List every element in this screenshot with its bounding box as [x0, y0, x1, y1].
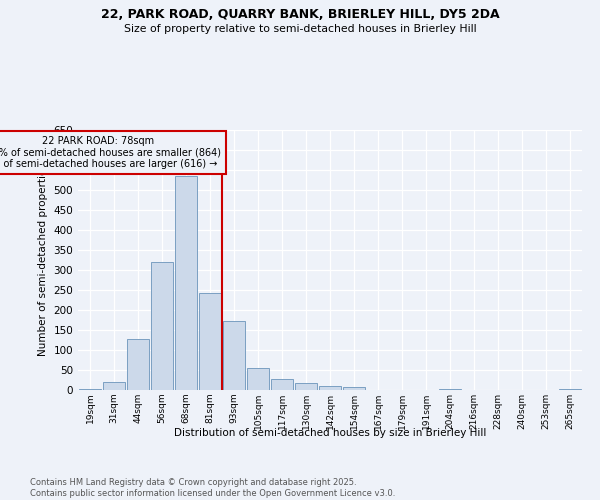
Y-axis label: Number of semi-detached properties: Number of semi-detached properties [38, 164, 48, 356]
Bar [343, 387, 365, 390]
Bar [271, 379, 293, 390]
Bar [103, 382, 125, 390]
Bar [295, 383, 317, 390]
Text: Contains HM Land Registry data © Crown copyright and database right 2025.
Contai: Contains HM Land Registry data © Crown c… [30, 478, 395, 498]
Text: 22 PARK ROAD: 78sqm
← 57% of semi-detached houses are smaller (864)
41% of semi-: 22 PARK ROAD: 78sqm ← 57% of semi-detach… [0, 136, 221, 169]
Text: Distribution of semi-detached houses by size in Brierley Hill: Distribution of semi-detached houses by … [174, 428, 486, 438]
Bar [175, 176, 197, 390]
Text: Size of property relative to semi-detached houses in Brierley Hill: Size of property relative to semi-detach… [124, 24, 476, 34]
Bar [319, 386, 341, 390]
Text: 22, PARK ROAD, QUARRY BANK, BRIERLEY HILL, DY5 2DA: 22, PARK ROAD, QUARRY BANK, BRIERLEY HIL… [101, 8, 499, 20]
Bar [247, 368, 269, 390]
Bar [151, 262, 173, 390]
Bar [199, 293, 221, 390]
Bar [79, 389, 101, 390]
Bar [127, 339, 149, 390]
Bar [439, 389, 461, 390]
Bar [223, 321, 245, 390]
Bar [559, 389, 581, 390]
